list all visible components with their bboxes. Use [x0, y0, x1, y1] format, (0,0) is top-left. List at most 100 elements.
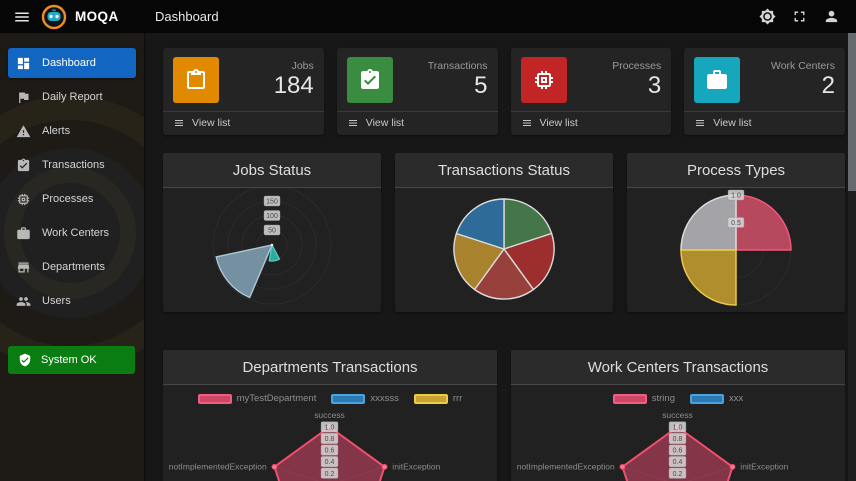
sidebar-item-label: Users	[42, 295, 71, 307]
stat-card-body: Transactions 5	[337, 48, 498, 111]
view-list-link-processes[interactable]: View list	[510, 111, 672, 135]
jobs-status-polar-chart: 150 100 50	[163, 188, 381, 312]
system-status-button[interactable]: System OK	[8, 346, 135, 374]
sidebar-item-daily-report[interactable]: Daily Report	[8, 82, 136, 112]
radial-tick: 0.2	[673, 471, 683, 478]
radar-axis-label: notImplementedException	[169, 462, 267, 472]
stat-card-body: Processes 3	[511, 48, 672, 111]
departments-radar-chart: myTestDepartment xxxsss rrr	[163, 385, 497, 481]
sidebar-item-label: Dashboard	[42, 57, 96, 69]
sidebar-item-transactions[interactable]: Transactions	[8, 150, 136, 180]
chart-card-process-types: Process Types 1.0 0.5	[627, 153, 845, 312]
sidebar-item-users[interactable]: Users	[8, 286, 136, 316]
sidebar-item-work-centers[interactable]: Work Centers	[8, 218, 136, 248]
view-list-label: View list	[192, 117, 231, 129]
sidebar-item-processes[interactable]: Processes	[8, 184, 136, 214]
stat-label: Processes	[612, 60, 662, 72]
view-list-link-work-centers[interactable]: View list	[684, 111, 845, 135]
legend-item[interactable]: xxx	[689, 393, 743, 404]
scrollbar-track[interactable]	[848, 33, 856, 481]
stat-card-jobs: Jobs 184 View list	[163, 48, 324, 135]
list-icon	[696, 120, 705, 126]
charts-row-bottom: Departments Transactions myTestDepartmen…	[163, 350, 845, 481]
stat-card-body: Work Centers 2	[684, 48, 845, 111]
legend-item[interactable]: xxxsss	[331, 393, 399, 404]
briefcase-icon	[694, 57, 741, 103]
brand-name: MOQA	[75, 9, 119, 24]
legend-swatch	[331, 393, 366, 404]
stat-label: Work Centers	[771, 60, 835, 72]
chart-card-work-centers-transactions: Work Centers Transactions string xxx	[511, 350, 845, 481]
sidebar: Dashboard Daily Report Alerts Transactio…	[0, 33, 145, 481]
stat-value: 3	[647, 72, 662, 99]
brightness-icon[interactable]	[759, 8, 776, 25]
briefcase-icon	[17, 226, 30, 239]
app-logo-icon	[41, 4, 67, 30]
topbar: MOQA Dashboard	[0, 0, 856, 33]
radial-tick: 0.8	[325, 436, 335, 443]
legend-label: rrr	[452, 393, 463, 404]
legend-label: string	[651, 393, 675, 404]
view-list-label: View list	[539, 117, 578, 129]
chart-card-transactions-status: Transactions Status	[395, 153, 613, 312]
legend-item[interactable]: myTestDepartment	[197, 393, 316, 404]
process-types-polar-chart: 1.0 0.5	[627, 188, 845, 312]
stat-value: 5	[474, 72, 488, 99]
chart-card-jobs-status: Jobs Status 150 100	[163, 153, 381, 312]
chart-title: Work Centers Transactions	[511, 350, 845, 385]
sidebar-nav: Dashboard Daily Report Alerts Transactio…	[0, 33, 144, 316]
chart-card-departments-transactions: Departments Transactions myTestDepartmen…	[163, 350, 497, 481]
stat-card-work-centers: Work Centers 2 View list	[684, 48, 845, 135]
list-icon	[175, 120, 183, 126]
sidebar-item-dashboard[interactable]: Dashboard	[8, 48, 136, 78]
view-list-link-transactions[interactable]: View list	[336, 111, 498, 135]
fullscreen-icon[interactable]	[791, 8, 808, 25]
page-title: Dashboard	[155, 9, 219, 24]
legend-swatch	[197, 393, 232, 404]
stat-meta: Transactions 5	[428, 57, 488, 103]
clipboard-check-icon	[346, 57, 393, 103]
system-status-label: System OK	[41, 354, 97, 366]
legend-swatch	[689, 393, 724, 404]
legend-item[interactable]: rrr	[413, 393, 463, 404]
radial-tick: 0.2	[325, 471, 335, 478]
chart-legend: string xxx	[511, 393, 845, 404]
menu-icon[interactable]	[12, 7, 32, 27]
list-icon	[522, 120, 531, 126]
chart-title: Process Types	[627, 153, 845, 188]
work-centers-radar-chart: string xxx	[511, 385, 845, 481]
stat-card-processes: Processes 3 View list	[510, 48, 672, 135]
view-list-link-jobs[interactable]: View list	[163, 111, 324, 135]
radial-tick: 0.6	[673, 448, 683, 455]
sidebar-item-label: Work Centers	[42, 227, 110, 239]
sidebar-item-label: Transactions	[42, 159, 105, 171]
radial-tick: 1.0	[325, 425, 335, 432]
stat-label: Jobs	[291, 60, 314, 72]
stat-label: Transactions	[427, 60, 488, 72]
scrollbar-thumb[interactable]	[848, 33, 856, 191]
dashboard-icon	[17, 57, 30, 69]
sidebar-item-departments[interactable]: Departments	[8, 252, 136, 282]
stat-meta: Processes 3	[612, 57, 661, 103]
people-icon	[16, 296, 31, 306]
chart-title: Jobs Status	[163, 153, 381, 188]
stat-value: 184	[273, 72, 314, 99]
radar-axis-label: initException	[392, 462, 440, 472]
radar-axis-label: initException	[740, 462, 788, 472]
flag-icon	[19, 92, 29, 103]
radial-tick: 0.4	[673, 459, 683, 466]
account-icon[interactable]	[823, 8, 840, 25]
sidebar-item-alerts[interactable]: Alerts	[8, 116, 136, 146]
sidebar-item-label: Departments	[42, 261, 105, 273]
chart-title: Transactions Status	[395, 153, 613, 188]
radial-tick: 150	[266, 199, 278, 206]
legend-item[interactable]: string	[612, 393, 675, 404]
stat-value: 2	[821, 72, 835, 99]
transactions-status-pie-chart	[395, 188, 613, 312]
radial-tick: 0.8	[673, 436, 683, 443]
stat-card-body: Jobs 184	[163, 48, 324, 111]
main-content: Jobs 184 View list Transactions 5	[145, 33, 856, 481]
radial-tick: 0.4	[325, 459, 335, 466]
radial-tick: 100	[266, 213, 278, 220]
